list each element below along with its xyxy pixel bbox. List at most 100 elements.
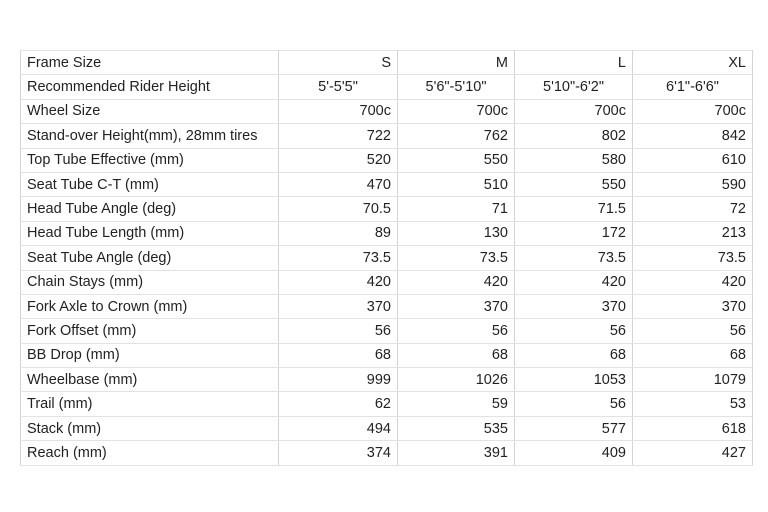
cell: S	[278, 49, 398, 76]
table-row: Head Tube Length (mm) 89 130 172 213	[20, 220, 753, 247]
table-row: Chain Stays (mm) 420 420 420 420	[20, 269, 753, 295]
cell: L	[514, 49, 633, 76]
cell: 535	[397, 415, 515, 442]
row-label: Stand-over Height(mm), 28mm tires	[20, 123, 279, 149]
table-row: Fork Offset (mm) 56 56 56 56	[20, 318, 753, 344]
cell: 470	[278, 171, 398, 198]
cell: 70.5	[278, 196, 398, 222]
cell: 68	[278, 342, 398, 369]
table-row: Trail (mm) 62 59 56 53	[20, 391, 753, 417]
cell: 842	[632, 123, 753, 149]
cell: 420	[397, 269, 515, 295]
table-row: Seat Tube Angle (deg) 73.5 73.5 73.5 73.5	[20, 245, 753, 271]
cell: 550	[514, 171, 633, 198]
cell: 1026	[397, 367, 515, 393]
row-label: Top Tube Effective (mm)	[20, 147, 279, 173]
cell: 370	[278, 293, 398, 320]
cell: 370	[514, 293, 633, 320]
cell: 590	[632, 171, 753, 198]
row-label: Frame Size	[20, 49, 279, 76]
cell: 72	[632, 196, 753, 222]
cell: 56	[632, 318, 753, 344]
table-row: Top Tube Effective (mm) 520 550 580 610	[20, 147, 753, 173]
table-row: Recommended Rider Height 5'-5'5" 5'6"-5'10…	[20, 74, 753, 100]
cell: 370	[632, 293, 753, 320]
cell: 427	[632, 440, 753, 466]
cell: M	[397, 49, 515, 76]
cell: 420	[278, 269, 398, 295]
row-label: Fork Offset (mm)	[20, 318, 279, 344]
row-label: Head Tube Angle (deg)	[20, 196, 279, 222]
cell: 56	[397, 318, 515, 344]
cell: 700c	[278, 98, 398, 125]
cell: 802	[514, 123, 633, 149]
cell: 391	[397, 440, 515, 466]
cell: 73.5	[632, 245, 753, 271]
cell: 73.5	[397, 245, 515, 271]
cell: 5'-5'5"	[278, 74, 398, 100]
table-row: Stack (mm) 494 535 577 618	[20, 415, 753, 442]
row-label: Seat Tube C-T (mm)	[20, 171, 279, 198]
cell: 5'6"-5'10"	[397, 74, 515, 100]
cell: XL	[632, 49, 753, 76]
table-row: BB Drop (mm) 68 68 68 68	[20, 342, 753, 369]
cell: 374	[278, 440, 398, 466]
cell: 722	[278, 123, 398, 149]
row-label: Chain Stays (mm)	[20, 269, 279, 295]
cell: 213	[632, 220, 753, 247]
cell: 762	[397, 123, 515, 149]
cell: 89	[278, 220, 398, 247]
cell: 56	[514, 318, 633, 344]
table-row: Fork Axle to Crown (mm) 370 370 370 370	[20, 293, 753, 320]
row-label: Stack (mm)	[20, 415, 279, 442]
table-row: Head Tube Angle (deg) 70.5 71 71.5 72	[20, 196, 753, 222]
row-label: BB Drop (mm)	[20, 342, 279, 369]
cell: 1079	[632, 367, 753, 393]
cell: 610	[632, 147, 753, 173]
cell: 520	[278, 147, 398, 173]
cell: 550	[397, 147, 515, 173]
cell: 5'10"-6'2"	[514, 74, 633, 100]
cell: 618	[632, 415, 753, 442]
cell: 56	[514, 391, 633, 417]
cell: 73.5	[278, 245, 398, 271]
cell: 580	[514, 147, 633, 173]
cell: 700c	[514, 98, 633, 125]
cell: 68	[514, 342, 633, 369]
row-label: Recommended Rider Height	[20, 74, 279, 100]
header-row: Frame Size S M L XL	[20, 49, 753, 76]
row-label: Head Tube Length (mm)	[20, 220, 279, 247]
cell: 494	[278, 415, 398, 442]
cell: 71	[397, 196, 515, 222]
cell: 1053	[514, 367, 633, 393]
cell: 420	[632, 269, 753, 295]
cell: 577	[514, 415, 633, 442]
cell: 56	[278, 318, 398, 344]
cell: 62	[278, 391, 398, 417]
cell: 172	[514, 220, 633, 247]
cell: 510	[397, 171, 515, 198]
row-label: Seat Tube Angle (deg)	[20, 245, 279, 271]
row-label: Fork Axle to Crown (mm)	[20, 293, 279, 320]
cell: 71.5	[514, 196, 633, 222]
cell: 700c	[397, 98, 515, 125]
row-label: Trail (mm)	[20, 391, 279, 417]
geometry-table: Frame Size S M L XL Recommended Rider Height 5…	[20, 49, 753, 466]
cell: 73.5	[514, 245, 633, 271]
row-label: Wheelbase (mm)	[20, 367, 279, 393]
table-row: Stand-over Height(mm), 28mm tires 722 762 8…	[20, 123, 753, 149]
cell: 700c	[632, 98, 753, 125]
table-row: Reach (mm) 374 391 409 427	[20, 440, 753, 466]
cell: 68	[397, 342, 515, 369]
cell: 999	[278, 367, 398, 393]
table-row: Wheel Size 700c 700c 700c 700c	[20, 98, 753, 125]
table-row: Wheelbase (mm) 999 1026 1053 1079	[20, 367, 753, 393]
cell: 53	[632, 391, 753, 417]
cell: 59	[397, 391, 515, 417]
row-label: Reach (mm)	[20, 440, 279, 466]
cell: 409	[514, 440, 633, 466]
table-row: Seat Tube C-T (mm) 470 510 550 590	[20, 171, 753, 198]
cell: 6'1"-6'6"	[632, 74, 753, 100]
